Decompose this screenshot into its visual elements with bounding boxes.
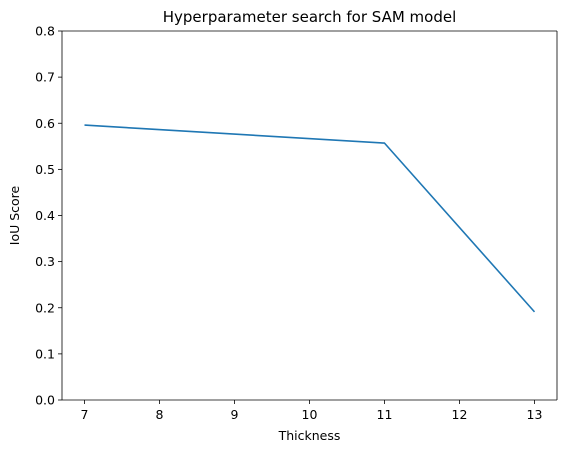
y-tick-label: 0.3 — [35, 254, 55, 269]
y-tick-label: 0.6 — [35, 116, 55, 131]
y-tick-label: 0.7 — [35, 70, 55, 85]
x-tick-label: 7 — [81, 407, 89, 422]
x-tick-label: 10 — [302, 407, 318, 422]
x-tick-label: 13 — [527, 407, 543, 422]
chart-title: Hyperparameter search for SAM model — [163, 8, 457, 26]
y-axis: 0.0 0.1 0.2 0.3 0.4 0.5 0.6 0.7 0.8 — [35, 24, 62, 408]
series-line — [84, 124, 536, 313]
x-tick-label: 9 — [231, 407, 239, 422]
x-axis: 7 8 9 10 11 12 13 — [81, 400, 543, 422]
y-tick-label: 0.0 — [35, 393, 55, 408]
x-tick-label: 8 — [156, 407, 164, 422]
y-tick-label: 0.2 — [35, 300, 55, 315]
y-tick-label: 0.1 — [35, 346, 55, 361]
x-axis-label: Thickness — [278, 428, 341, 443]
y-tick-label: 0.4 — [35, 208, 55, 223]
y-tick-label: 0.8 — [35, 24, 55, 39]
x-tick-label: 11 — [377, 407, 393, 422]
plot-background — [62, 31, 557, 400]
series-layer — [84, 124, 536, 313]
x-tick-label: 12 — [452, 407, 468, 422]
y-tick-label: 0.5 — [35, 162, 55, 177]
y-axis-label: IoU Score — [7, 185, 22, 245]
plot-area — [62, 31, 557, 400]
